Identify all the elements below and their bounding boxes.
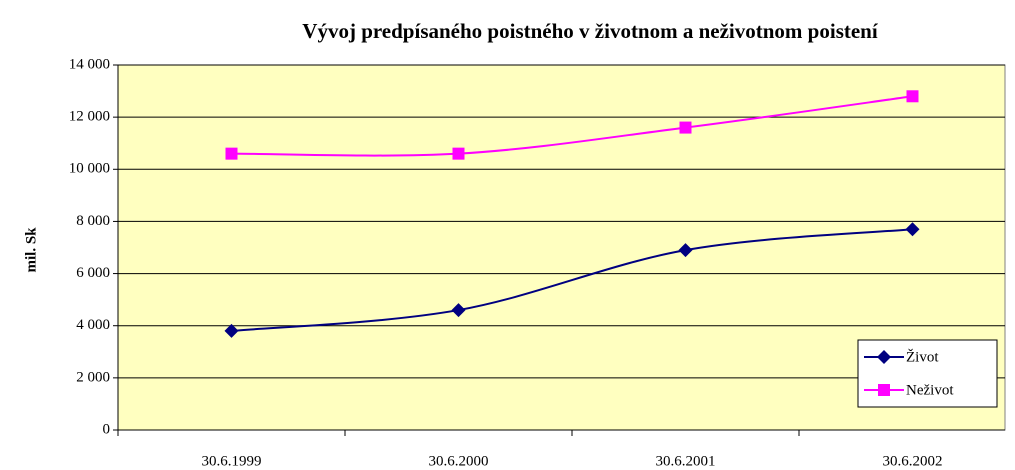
y-tick-label: 0 [103, 421, 111, 437]
series-line [231, 95, 913, 157]
marker [679, 121, 692, 134]
y-tick-label: 10 000 [69, 161, 110, 177]
x-tick-label: 30.6.2000 [429, 453, 489, 469]
legend-marker [877, 350, 891, 364]
x-tick-label: 30.6.2002 [883, 453, 943, 469]
x-tick-label: 30.6.1999 [202, 453, 262, 469]
y-tick-label: 2 000 [76, 369, 110, 385]
marker [224, 323, 239, 338]
y-tick-label: 4 000 [76, 317, 110, 333]
legend-label: Život [906, 348, 939, 365]
marker [906, 90, 919, 103]
marker [905, 222, 920, 237]
plot-area [117, 64, 1006, 431]
y-tick-label: 6 000 [76, 265, 110, 281]
y-tick-label: 12 000 [69, 109, 110, 125]
marker [678, 243, 693, 258]
y-tick-label: 14 000 [69, 56, 110, 72]
y-tick-label: 8 000 [76, 213, 110, 229]
marker [452, 147, 465, 160]
marker [225, 147, 238, 160]
marker [451, 303, 466, 318]
x-tick-label: 30.6.2001 [656, 453, 716, 469]
chart-title: Vývoj predpísaného poistného v životnom … [302, 19, 879, 43]
legend-marker [878, 384, 890, 396]
y-axis-label: mil. Sk [23, 227, 39, 273]
legend-label: Neživot [906, 382, 954, 398]
series-line [231, 228, 913, 332]
